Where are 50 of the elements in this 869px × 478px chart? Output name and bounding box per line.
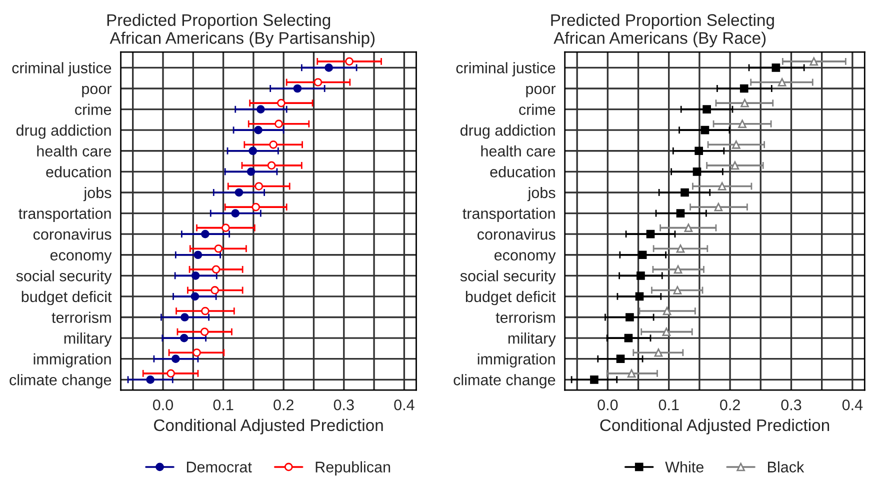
chart-title: Predicted Proportion Selecting African Americans (By Partisanship) (107, 14, 375, 48)
y-tick-label: drug addiction (460, 124, 555, 139)
chart-title: Predicted Proportion Selecting African Americans (By Race) (551, 14, 774, 48)
y-tick-label: economy (50, 252, 112, 264)
y-tick-label: poor (526, 86, 556, 98)
y-tick-label: social security (16, 270, 112, 284)
y-tick-label: budget deficit (22, 290, 112, 306)
y-tick-label: social security (460, 270, 556, 284)
legend-label: Black (768, 461, 804, 472)
y-tick-label: climate change (454, 374, 556, 388)
x-tick-label: 0.0 (598, 399, 618, 410)
legend-label: Democrat (186, 462, 252, 472)
y-tick-label: criminal justice (456, 62, 556, 76)
legend-label: White (665, 461, 704, 472)
x-tick-label: 0.3 (781, 399, 802, 410)
y-tick-label: jobs (83, 186, 112, 202)
y-tick-label: terrorism (52, 312, 111, 323)
y-tick-label: criminal justice (12, 62, 112, 76)
y-tick-label: military (508, 332, 556, 347)
y-tick-label: budget deficit (466, 290, 556, 306)
x-axis-title: Conditional Adjusted Prediction (154, 418, 383, 434)
y-tick-label: health care (37, 145, 112, 157)
x-tick-label: 0.4 (842, 399, 863, 410)
y-tick-label: immigration (34, 353, 111, 368)
y-tick-label: military (64, 332, 112, 347)
x-tick-label: 0.1 (658, 399, 679, 410)
y-tick-label: economy (494, 252, 556, 264)
y-tick-label: terrorism (496, 312, 555, 323)
y-tick-label: immigration (478, 353, 555, 368)
y-tick-label: education (46, 166, 111, 178)
y-tick-label: health care (481, 145, 556, 157)
y-tick-label: jobs (527, 186, 556, 202)
y-tick-label: transportation (462, 208, 555, 222)
y-tick-label: transportation (18, 208, 111, 222)
y-tick-label: crime (519, 104, 556, 115)
x-axis-title: Conditional Adjusted Prediction (600, 418, 830, 434)
y-tick-label: crime (75, 104, 112, 115)
y-tick-label: poor (82, 86, 112, 98)
x-tick-label: 0.3 (334, 399, 354, 410)
x-tick-label: 0.2 (274, 399, 294, 410)
x-tick-label: 0.2 (720, 399, 740, 410)
x-tick-label: 0.4 (394, 399, 414, 410)
x-tick-label: 0.1 (213, 399, 234, 410)
x-tick-label: 0.0 (152, 399, 174, 410)
y-tick-label: education (490, 166, 555, 178)
y-tick-label: coronavirus (478, 228, 556, 240)
legend-label: Republican (316, 461, 390, 476)
y-tick-label: climate change (10, 374, 112, 388)
y-tick-label: drug addiction (16, 124, 111, 139)
y-tick-label: coronavirus (33, 228, 112, 240)
